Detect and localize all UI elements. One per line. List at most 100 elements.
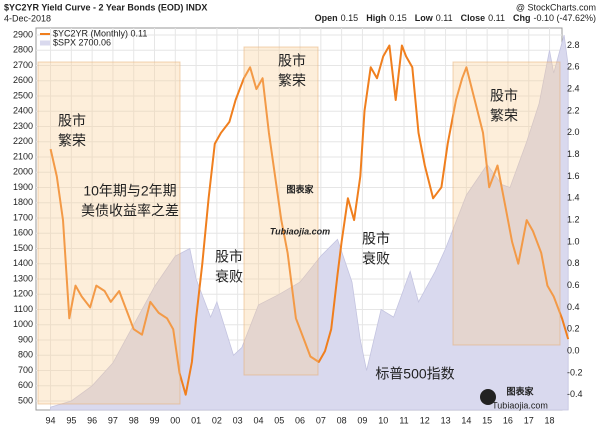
annotation: 10年期与2年期 (83, 183, 176, 199)
legend-label: $SPX 2700.06 (53, 37, 111, 47)
y-tick-label: 1900 (13, 182, 33, 192)
y-tick-label: 2700 (13, 60, 33, 70)
y2-tick-label: 0.6 (567, 280, 580, 290)
y2-tick-label: 2.2 (567, 105, 580, 115)
stat-label: Low (415, 13, 434, 23)
stat-label: Open (315, 13, 338, 23)
y-tick-label: 1500 (13, 243, 33, 253)
logo-title: 图表家 (506, 385, 534, 396)
y2-tick-label: 1.4 (567, 193, 580, 203)
stat-value: 0.15 (341, 13, 359, 23)
y-tick-label: 2100 (13, 151, 33, 161)
stat-value: 0.11 (436, 13, 453, 23)
y-tick-label: 1200 (13, 289, 33, 299)
annotation: 标普500指数 (375, 366, 454, 382)
x-tick-label: 10 (378, 415, 388, 425)
annotation: 繁荣 (58, 133, 86, 149)
x-tick-label: 06 (295, 415, 305, 425)
x-tick-label: 08 (337, 415, 347, 425)
y-tick-label: 2400 (13, 106, 33, 116)
annotation: 繁荣 (278, 73, 306, 89)
y2-tick-label: 2.0 (567, 127, 580, 137)
stat-label: Close (461, 13, 486, 23)
y-tick-label: 500 (18, 395, 33, 405)
y2-tick-label: 1.0 (567, 236, 580, 246)
stat-value: 0.15 (389, 13, 407, 23)
x-tick-label: 95 (66, 415, 76, 425)
y-tick-label: 1300 (13, 273, 33, 283)
y-tick-label: 1000 (13, 319, 33, 329)
x-tick-label: 96 (87, 415, 97, 425)
x-tick-label: 97 (108, 415, 118, 425)
y2-tick-label: 0.0 (567, 345, 580, 355)
stat-value: 0.11 (488, 13, 505, 23)
annotation: 股市 (490, 88, 518, 104)
x-tick-label: 03 (233, 415, 243, 425)
x-tick-label: 13 (441, 415, 451, 425)
y-tick-label: 700 (18, 365, 33, 375)
y-tick-label: 900 (18, 334, 33, 344)
x-tick-label: 18 (545, 415, 555, 425)
y-tick-label: 2800 (13, 45, 33, 55)
y2-tick-label: 1.2 (567, 214, 580, 224)
boom-zone (452, 61, 561, 346)
x-tick-label: 04 (253, 415, 263, 425)
x-tick-label: 05 (274, 415, 284, 425)
y2-tick-label: 2.4 (567, 83, 580, 93)
y-tick-label: 1600 (13, 228, 33, 238)
y2-tick-label: 0.4 (567, 302, 580, 312)
y-tick-label: 1100 (14, 304, 33, 314)
boom-zone (243, 46, 319, 376)
y-tick-label: 2600 (13, 75, 33, 85)
x-tick-label: 12 (420, 415, 430, 425)
boom-zone (37, 61, 181, 405)
annotation: 衰败 (215, 269, 243, 285)
source: @ StockCharts.com (516, 2, 596, 12)
y2-tick-label: 1.6 (567, 171, 580, 181)
logo-url: Tubiaojia.com (492, 400, 548, 410)
y2-tick-label: 2.8 (567, 40, 580, 50)
y2-tick-label: -0.2 (567, 367, 583, 377)
logo-icon (480, 389, 496, 405)
x-tick-label: 14 (461, 415, 471, 425)
date: 4-Dec-2018 (4, 13, 51, 23)
y2-tick-label: 1.8 (567, 149, 580, 159)
y-tick-label: 2300 (13, 121, 33, 131)
y2-tick-label: -0.4 (567, 389, 583, 399)
x-tick-label: 94 (46, 415, 56, 425)
x-tick-label: 09 (357, 415, 367, 425)
stat-label: Chg (513, 13, 531, 23)
annotation: 股市 (215, 249, 243, 265)
yield-line (49, 44, 570, 396)
annotation: 美债收益率之差 (81, 203, 179, 219)
watermark-title: 图表家 (286, 183, 314, 194)
labels: 94 95 96 97 98 99 00 01 02 03 04 05 06 07 08 09 10 11 12 13… (13, 28, 583, 425)
y2-tick-label: 2.6 (567, 62, 580, 72)
x-tick-label: 00 (170, 415, 180, 425)
y-tick-label: 800 (18, 350, 33, 360)
annotation: 股市 (362, 231, 390, 247)
x-tick-label: 01 (191, 415, 201, 425)
x-tick-label: 98 (129, 415, 139, 425)
annotation: 衰败 (362, 251, 390, 267)
legend-label: $YC2YR (Monthly) 0.11 (53, 28, 147, 38)
y2-tick-label: 0.8 (567, 258, 580, 268)
chart-title: $YC2YR Yield Curve - 2 Year Bonds (EOD) … (4, 2, 207, 12)
annotation: 股市 (58, 113, 86, 129)
y-tick-label: 600 (18, 380, 33, 390)
watermark-url: Tubiaojia.com (270, 226, 330, 236)
x-tick-label: 16 (503, 415, 513, 425)
y2-tick-label: 0.2 (567, 324, 580, 334)
stat-value: -0.10 (-47.62%) (533, 13, 596, 23)
y-tick-label: 2900 (13, 29, 33, 39)
y-tick-label: 1800 (13, 197, 33, 207)
y-tick-label: 1400 (13, 258, 33, 268)
x-tick-label: 11 (399, 415, 408, 425)
x-tick-label: 99 (149, 415, 159, 425)
y-tick-label: 2000 (13, 167, 33, 177)
x-tick-label: 17 (524, 415, 534, 425)
stat-label: High (366, 13, 386, 23)
y-tick-label: 2500 (13, 90, 33, 100)
annotation: 繁荣 (490, 108, 518, 124)
